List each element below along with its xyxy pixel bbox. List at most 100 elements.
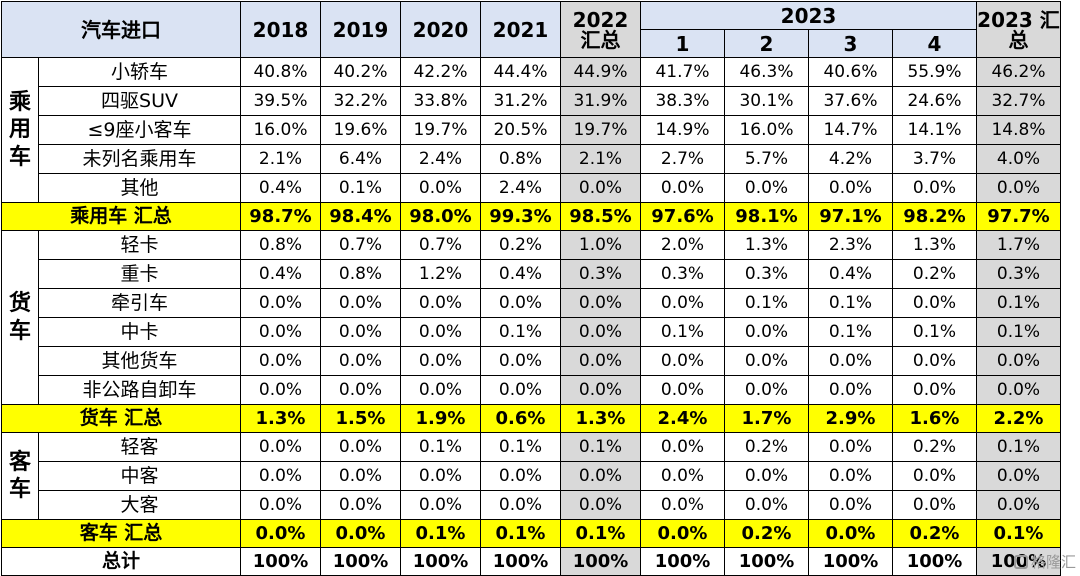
subtotal-value: 99.3% xyxy=(480,202,561,231)
group-label: 货车 xyxy=(1,230,39,405)
cell-value: 0.0% xyxy=(976,490,1061,520)
cell-value: 0.8% xyxy=(480,144,561,174)
cell-value: 0.1% xyxy=(976,288,1061,318)
subtotal-row: 客车 汇总 0.0% 0.0% 0.1% 0.1% 0.1% 0.0% 0.2% 0.0% 0.2… xyxy=(1,519,1061,548)
cell-value: 0.0% xyxy=(892,490,977,520)
group-label: 客车 xyxy=(1,432,39,520)
column-header: 2021 xyxy=(480,1,561,58)
cell-value: 0.0% xyxy=(240,346,321,376)
cell-value: 1.3% xyxy=(724,230,809,260)
cell-value: 0.0% xyxy=(240,490,321,520)
cell-value: 0.3% xyxy=(976,259,1061,289)
total-value: 100% xyxy=(240,547,321,576)
cell-value: 0.1% xyxy=(808,317,893,347)
table-title: 汽车进口 xyxy=(1,1,241,58)
row-label: 小轿车 xyxy=(38,57,241,87)
row-label: 中卡 xyxy=(38,317,241,347)
cell-value: 0.0% xyxy=(320,317,401,347)
cell-value: 0.0% xyxy=(560,288,641,318)
cell-value: 0.0% xyxy=(560,461,641,491)
total-label: 总计 xyxy=(1,547,241,576)
cell-value: 0.8% xyxy=(320,259,401,289)
cell-value: 19.7% xyxy=(560,115,641,145)
cell-value: 0.1% xyxy=(560,432,641,462)
cell-value: 0.0% xyxy=(320,461,401,491)
subtotal-value: 0.2% xyxy=(892,519,977,548)
row-label: 轻客 xyxy=(38,432,241,462)
cell-value: 46.2% xyxy=(976,57,1061,87)
total-value: 100% xyxy=(560,547,641,576)
subtotal-value: 1.6% xyxy=(892,404,977,433)
subtotal-value: 98.1% xyxy=(724,202,809,231)
column-header: 2022 汇总 xyxy=(560,1,641,58)
cell-value: 0.0% xyxy=(976,346,1061,376)
table-row: 中卡 0.0% 0.0% 0.0% 0.1% 0.0% 0.1% 0.0% 0.1% 0.1% 0.… xyxy=(2,317,1061,347)
cell-value: 0.0% xyxy=(640,375,725,405)
subtotal-value: 1.3% xyxy=(240,404,321,433)
cell-value: 0.0% xyxy=(240,288,321,318)
cell-value: 4.0% xyxy=(976,144,1061,174)
cell-value: 0.0% xyxy=(320,432,401,462)
cell-value: 0.0% xyxy=(724,490,809,520)
subtotal-row: 乘用车 汇总 98.7% 98.4% 98.0% 99.3% 98.5% 97.6% 98.1… xyxy=(1,202,1061,231)
cell-value: 0.1% xyxy=(480,317,561,347)
watermark-logo-icon xyxy=(1013,554,1028,569)
watermark: 格隆汇 xyxy=(1013,551,1076,572)
total-value: 100% xyxy=(724,547,809,576)
subtotal-label: 乘用车 汇总 xyxy=(1,202,241,231)
cell-value: 0.4% xyxy=(808,259,893,289)
cell-value: 0.0% xyxy=(724,461,809,491)
cell-value: 44.9% xyxy=(560,57,641,87)
total-value: 100% xyxy=(640,547,725,576)
cell-value: 31.9% xyxy=(560,86,641,116)
cell-value: 0.3% xyxy=(640,259,725,289)
cell-value: 0.0% xyxy=(724,317,809,347)
table-row: 其他货车 0.0% 0.0% 0.0% 0.0% 0.0% 0.0% 0.0% 0.0% 0.0%… xyxy=(2,346,1061,376)
cell-value: 40.2% xyxy=(320,57,401,87)
cell-value: 0.2% xyxy=(480,230,561,260)
cell-value: 55.9% xyxy=(892,57,977,87)
table-row: 牵引车 0.0% 0.0% 0.0% 0.0% 0.0% 0.0% 0.1% 0.1% 0.0% 0… xyxy=(2,288,1061,318)
cell-value: 0.0% xyxy=(400,375,481,405)
subtotal-row: 货车 汇总 1.3% 1.5% 1.9% 0.6% 1.3% 2.4% 1.7% 2.9% 1.6… xyxy=(1,404,1061,433)
row-label: 四驱SUV xyxy=(38,86,241,116)
total-value: 100% xyxy=(808,547,893,576)
watermark-text: 格隆汇 xyxy=(1030,553,1076,571)
subtotal-value: 1.7% xyxy=(724,404,809,433)
cell-value: 16.0% xyxy=(240,115,321,145)
row-label: 大客 xyxy=(38,490,241,520)
column-header: 2019 xyxy=(320,1,401,58)
cell-value: 0.0% xyxy=(240,432,321,462)
subtotal-value: 97.7% xyxy=(976,202,1061,231)
cell-value: 0.0% xyxy=(976,461,1061,491)
subtotal-label: 客车 汇总 xyxy=(1,519,241,548)
cell-value: 0.0% xyxy=(560,317,641,347)
cell-value: 0.0% xyxy=(400,173,481,203)
subtotal-value: 1.5% xyxy=(320,404,401,433)
table-row: 中客 0.0% 0.0% 0.0% 0.0% 0.0% 0.0% 0.0% 0.0% 0.0% 0.… xyxy=(2,461,1061,491)
cell-value: 4.2% xyxy=(808,144,893,174)
cell-value: 0.0% xyxy=(240,317,321,347)
cell-value: 0.0% xyxy=(320,490,401,520)
cell-value: 0.0% xyxy=(640,346,725,376)
cell-value: 0.0% xyxy=(892,375,977,405)
cell-value: 0.1% xyxy=(724,288,809,318)
subtotal-value: 0.1% xyxy=(976,519,1061,548)
table-row: 乘用车小轿车 40.8% 40.2% 42.2% 44.4% 44.9% 41.7% 46.3… xyxy=(1,57,1061,203)
table-row: 货车轻卡 0.8% 0.7% 0.7% 0.2% 1.0% 2.0% 1.3% 2.3% 1.3%… xyxy=(1,230,1061,405)
total-value: 100% xyxy=(976,547,1061,576)
cell-value: 0.0% xyxy=(640,432,725,462)
cell-value: 0.1% xyxy=(320,173,401,203)
cell-value: 0.1% xyxy=(640,317,725,347)
cell-value: 42.2% xyxy=(400,57,481,87)
cell-value: 0.0% xyxy=(400,346,481,376)
cell-value: 37.6% xyxy=(808,86,893,116)
subtotal-value: 0.2% xyxy=(724,519,809,548)
cell-value: 0.4% xyxy=(240,173,321,203)
cell-value: 5.7% xyxy=(724,144,809,174)
cell-value: 0.0% xyxy=(480,288,561,318)
cell-value: 2.0% xyxy=(640,230,725,260)
cell-value: 0.0% xyxy=(240,375,321,405)
row-label: ≤9座小客车 xyxy=(38,115,241,145)
cell-value: 2.4% xyxy=(400,144,481,174)
